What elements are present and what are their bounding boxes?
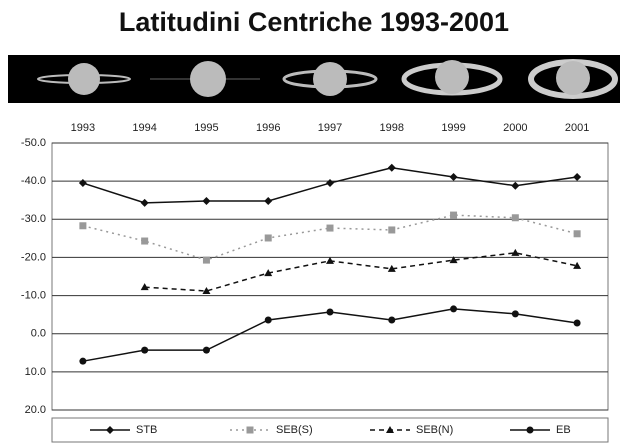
x-tick-label: 2000 [503, 122, 527, 134]
legend-marker [247, 427, 254, 434]
data-point [327, 225, 334, 232]
x-tick-label: 1993 [71, 122, 95, 134]
data-point [203, 257, 210, 264]
data-point [511, 182, 519, 190]
y-tick-label: -20.0 [21, 251, 46, 263]
data-point [511, 249, 519, 256]
x-tick-label: 1994 [132, 122, 156, 134]
data-point [388, 226, 395, 233]
series-line [83, 309, 577, 361]
data-point [141, 347, 148, 354]
x-tick-label: 1999 [441, 122, 465, 134]
legend-marker [527, 427, 534, 434]
data-point [450, 305, 457, 312]
y-tick-label: -30.0 [21, 213, 46, 225]
x-tick-label: 1997 [318, 122, 342, 134]
data-point [388, 316, 395, 323]
chart-title: Latitudini Centriche 1993-2001 [119, 7, 509, 37]
y-tick-label: -40.0 [21, 175, 46, 187]
y-tick-label: 0.0 [31, 328, 46, 340]
data-point [512, 214, 519, 221]
data-point [327, 308, 334, 315]
y-tick-label: 20.0 [25, 404, 46, 416]
legend-label: SEB(N) [416, 424, 453, 436]
y-tick-label: -10.0 [21, 289, 46, 301]
data-point [141, 199, 149, 207]
data-point [326, 179, 334, 187]
data-point [573, 173, 581, 181]
data-point [79, 222, 86, 229]
data-point [264, 197, 272, 205]
x-tick-label: 2001 [565, 122, 589, 134]
x-tick-label: 1995 [194, 122, 218, 134]
saturn-band [8, 55, 620, 103]
legend-label: SEB(S) [276, 424, 313, 436]
data-point [388, 164, 396, 172]
data-point [265, 316, 272, 323]
data-point [450, 212, 457, 219]
y-tick-label: 10.0 [25, 366, 46, 378]
data-point [512, 310, 519, 317]
legend-label: STB [136, 424, 157, 436]
data-point [265, 234, 272, 241]
data-point [574, 320, 581, 327]
data-point [141, 238, 148, 245]
data-point [79, 358, 86, 365]
legend-marker [106, 426, 114, 434]
data-point [79, 179, 87, 187]
data-point [574, 230, 581, 237]
chart: Latitudini Centriche 1993-2001 -50.0 -40.… [0, 0, 628, 443]
data-point [450, 173, 458, 181]
series-line [83, 215, 577, 260]
data-point [203, 347, 210, 354]
data-point [202, 197, 210, 205]
x-tick-label: 1998 [380, 122, 404, 134]
legend-label: EB [556, 424, 571, 436]
x-tick-label: 1996 [256, 122, 280, 134]
y-tick-label: -50.0 [21, 137, 46, 149]
